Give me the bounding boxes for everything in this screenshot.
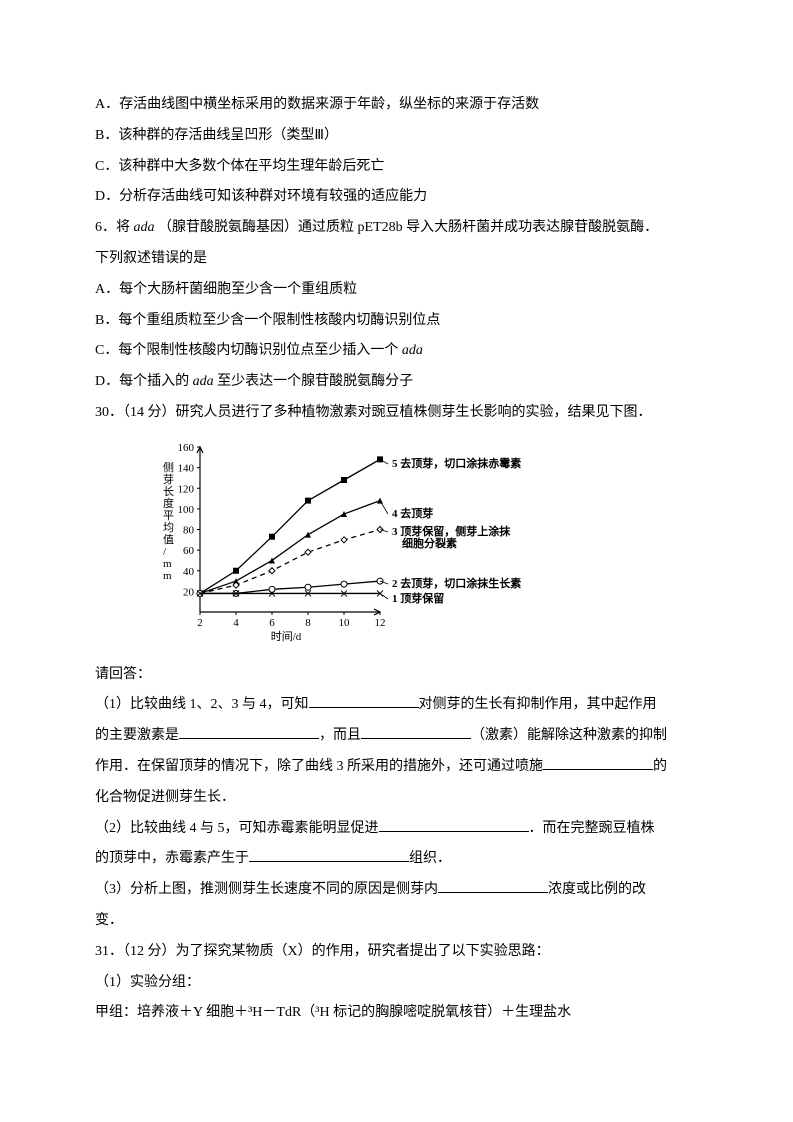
svg-text:1 顶芽保留: 1 顶芽保留 — [392, 591, 444, 605]
svg-text:m: m — [163, 558, 172, 570]
blank-3[interactable] — [361, 724, 471, 739]
q30-p1-c: 的主要激素是 — [95, 728, 179, 743]
page: A．存活曲线图中横坐标采用的数据来源于年龄，纵坐标的来源于存活数 B．该种群的存… — [0, 0, 793, 1089]
svg-text:120: 120 — [178, 483, 195, 495]
q30-p1-e: （激素）能解除这种激素的抑制 — [471, 728, 667, 743]
q6-option-c-ada: ada — [398, 343, 423, 358]
blank-7[interactable] — [438, 878, 548, 893]
q30-p1-f: 作用．在保留顶芽的情况下，除了曲线 3 所采用的措施外，还可通过喷施 — [95, 759, 543, 774]
svg-text:4: 4 — [233, 617, 239, 629]
svg-text:/: / — [163, 546, 167, 558]
q30-p3-line2: 变． — [95, 906, 698, 937]
q30-p1-b: 对侧芽的生长有抑制作用，其中起作用 — [419, 697, 657, 712]
blank-5[interactable] — [379, 817, 529, 832]
q6-stem-line2: 下列叙述错误的是 — [95, 244, 698, 275]
q30-p2-line2: 的顶芽中，赤霉素产生于 组织． — [95, 844, 698, 875]
q30-p1-a: （1）比较曲线 1、2、3 与 4，可知 — [95, 697, 309, 712]
q6-option-d: D．每个插入的 ada 至少表达一个腺苷酸脱氨酶分子 — [95, 367, 698, 398]
q31-jia: 甲组：培养液＋Y 细胞＋³H－TdR（³H 标记的胸腺嘧啶脱氧核苷）＋生理盐水 — [95, 998, 698, 1029]
svg-text:度: 度 — [163, 496, 174, 510]
svg-text:80: 80 — [183, 524, 195, 536]
svg-text:侧: 侧 — [163, 461, 174, 474]
svg-text:10: 10 — [339, 617, 351, 629]
q30-stem: 30．（14 分）研究人员进行了多种植物激素对豌豆植株侧芽生长影响的实验，结果见… — [95, 398, 698, 429]
svg-text:2 去顶芽，切口涂抹生长素: 2 去顶芽，切口涂抹生长素 — [392, 576, 521, 590]
q30-p1-g: 的 — [653, 759, 667, 774]
svg-text:芽: 芽 — [163, 472, 174, 486]
q30-p1-line2: 的主要激素是 ，而且 （激素）能解除这种激素的抑制 — [95, 721, 698, 752]
svg-text:m: m — [163, 570, 172, 582]
svg-text:12: 12 — [375, 617, 386, 629]
q6-ada-1: ada — [130, 220, 158, 235]
q30-chart-svg: 20 40 60 80 100 120 140 160 2 4 6 8 10 12 时间/d 侧芽长度平均值/… — [155, 435, 545, 645]
q6-option-c-pre: C．每个限制性核酸内切酶识别位点至少插入一个 — [95, 343, 398, 358]
q30-p3-line1: （3）分析上图，推测侧芽生长速度不同的原因是侧芽内 浓度或比例的改 — [95, 875, 698, 906]
q30-p2-a: （2）比较曲线 4 与 5，可知赤霉素能明显促进 — [95, 821, 379, 836]
svg-text:3 顶芽保留，侧芽上涂抹: 3 顶芽保留，侧芽上涂抹 — [392, 524, 511, 538]
q6-stem-text-2: （腺苷酸脱氨酶基因）通过质粒 pET28b 导入大肠杆菌并成功表达腺苷酸脱氨酶． — [158, 220, 658, 235]
svg-text:100: 100 — [178, 504, 195, 516]
q30-p1-line1: （1）比较曲线 1、2、3 与 4，可知 对侧芽的生长有抑制作用，其中起作用 — [95, 690, 698, 721]
q30-p2-d: 组织． — [409, 851, 451, 866]
q5-option-b: B．该种群的存活曲线呈凹形（类型Ⅲ） — [95, 121, 698, 152]
svg-text:160: 160 — [178, 442, 195, 454]
q30-p1-line3: 作用．在保留顶芽的情况下，除了曲线 3 所采用的措施外，还可通过喷施 的 — [95, 752, 698, 783]
q30-p3-a: （3）分析上图，推测侧芽生长速度不同的原因是侧芽内 — [95, 882, 438, 897]
q5-option-d: D．分析存活曲线可知该种群对环境有较强的适应能力 — [95, 182, 698, 213]
svg-text:60: 60 — [183, 545, 195, 557]
blank-1[interactable] — [309, 693, 419, 708]
svg-text:5 去顶芽，切口涂抹赤霉素: 5 去顶芽，切口涂抹赤霉素 — [392, 456, 521, 470]
q6-option-d-pre: D．每个插入的 — [95, 374, 189, 389]
svg-text:时间/d: 时间/d — [271, 630, 302, 643]
q6-option-a: A．每个大肠杆菌细胞至少含一个重组质粒 — [95, 275, 698, 306]
q30-p1-line4: 化合物促进侧芽生长． — [95, 783, 698, 814]
q6-stem-text-1: 6．将 — [95, 220, 130, 235]
svg-text:均: 均 — [163, 521, 174, 534]
svg-text:长: 长 — [163, 485, 174, 498]
svg-text:平: 平 — [163, 510, 174, 522]
q30-prompt: 请回答： — [95, 660, 698, 691]
q5-option-c: C．该种群中大多数个体在平均生理年龄后死亡 — [95, 152, 698, 183]
svg-text:细胞分裂素: 细胞分裂素 — [402, 536, 457, 550]
q5-option-a: A．存活曲线图中横坐标采用的数据来源于年龄，纵坐标的来源于存活数 — [95, 90, 698, 121]
q6-stem-line1: 6．将 ada （腺苷酸脱氨酶基因）通过质粒 pET28b 导入大肠杆菌并成功表… — [95, 213, 698, 244]
q6-option-d-post: 至少表达一个腺苷酸脱氨酶分子 — [217, 374, 413, 389]
svg-text:6: 6 — [269, 617, 275, 629]
q6-option-d-ada: ada — [189, 374, 217, 389]
svg-text:40: 40 — [183, 566, 195, 578]
q30-p2-line1: （2）比较曲线 4 与 5，可知赤霉素能明显促进 ．而在完整豌豆植株 — [95, 814, 698, 845]
blank-6[interactable] — [249, 847, 409, 862]
q30-p2-b: ．而在完整豌豆植株 — [529, 821, 655, 836]
svg-text:2: 2 — [197, 617, 203, 629]
q30-chart: 20 40 60 80 100 120 140 160 2 4 6 8 10 12 时间/d 侧芽长度平均值/… — [155, 435, 698, 658]
q31-p1: （1）实验分组： — [95, 968, 698, 999]
q30-p2-c: 的顶芽中，赤霉素产生于 — [95, 851, 249, 866]
q6-option-b: B．每个重组质粒至少含一个限制性核酸内切酶识别位点 — [95, 306, 698, 337]
svg-text:140: 140 — [178, 462, 195, 474]
blank-4[interactable] — [543, 755, 653, 770]
q31-stem: 31．（12 分）为了探究某物质（X）的作用，研究者提出了以下实验思路： — [95, 937, 698, 968]
q30-p3-b: 浓度或比例的改 — [548, 882, 646, 897]
svg-text:20: 20 — [183, 586, 195, 598]
q6-option-c: C．每个限制性核酸内切酶识别位点至少插入一个 ada — [95, 336, 698, 367]
svg-text:4 去顶芽: 4 去顶芽 — [392, 506, 433, 520]
svg-text:8: 8 — [305, 617, 311, 629]
blank-2[interactable] — [179, 724, 319, 739]
q30-p1-d: ，而且 — [319, 728, 361, 743]
svg-text:值: 值 — [163, 533, 174, 546]
